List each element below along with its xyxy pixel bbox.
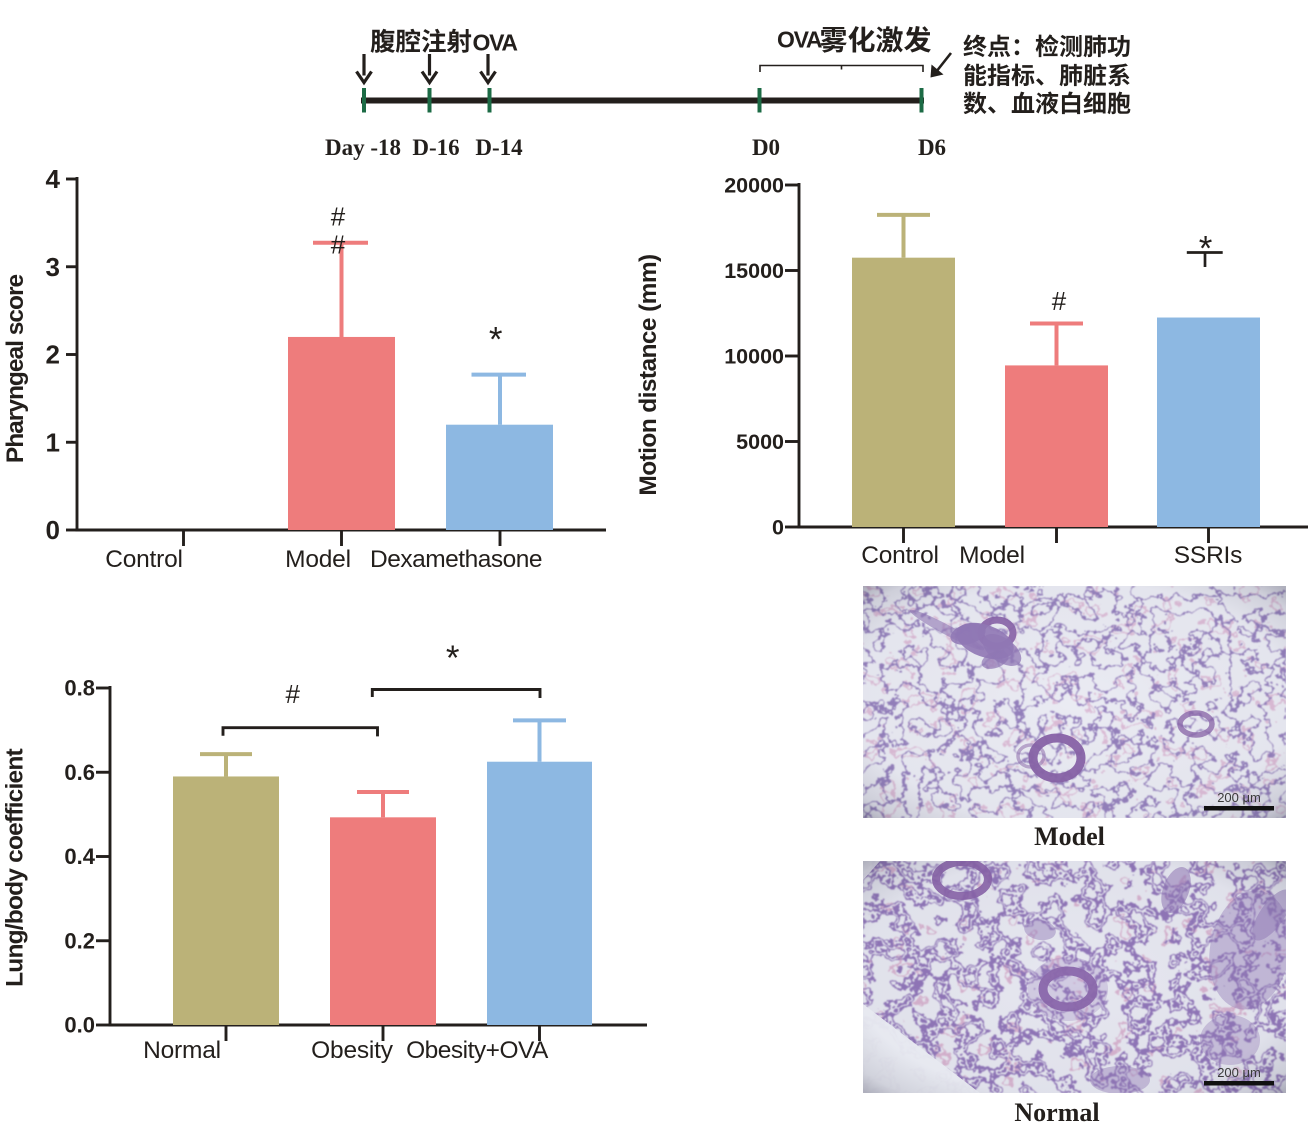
svg-text:SSRIs: SSRIs	[1174, 542, 1242, 569]
svg-text:Pharyngeal score: Pharyngeal score	[2, 275, 29, 464]
svg-text:D0: D0	[752, 135, 780, 160]
svg-text:OVA: OVA	[777, 27, 822, 53]
svg-text:Control: Control	[861, 542, 939, 569]
svg-text:200 μm: 200 μm	[1217, 790, 1261, 805]
svg-text:Control: Control	[105, 546, 183, 573]
svg-text:*: *	[1199, 230, 1213, 269]
svg-text:2: 2	[46, 340, 60, 370]
svg-text:0.0: 0.0	[64, 1013, 95, 1038]
svg-text:10000: 10000	[724, 345, 784, 369]
svg-text:4: 4	[46, 164, 61, 194]
svg-text:*: *	[489, 321, 503, 360]
svg-text:*: *	[446, 639, 460, 678]
svg-text:Lung/body coefficient: Lung/body coefficient	[2, 749, 29, 987]
svg-text:0.4: 0.4	[64, 844, 95, 869]
svg-text:D6: D6	[918, 135, 946, 160]
svg-text:D-14: D-14	[475, 135, 523, 160]
svg-text:OVA: OVA	[473, 30, 518, 56]
svg-text:20000: 20000	[724, 174, 784, 198]
svg-text:Obesity+OVA: Obesity+OVA	[406, 1037, 549, 1064]
svg-text:3: 3	[46, 252, 60, 282]
svg-text:200 μm: 200 μm	[1217, 1065, 1261, 1080]
svg-text:0.2: 0.2	[64, 928, 95, 953]
svg-text:Dexamethasone: Dexamethasone	[370, 546, 542, 573]
svg-text:15000: 15000	[724, 259, 784, 283]
svg-text:0: 0	[46, 515, 60, 545]
svg-text:Normal: Normal	[1014, 1098, 1099, 1123]
svg-text:0: 0	[772, 516, 784, 540]
svg-text:0.8: 0.8	[64, 676, 95, 701]
svg-text:Model: Model	[959, 542, 1025, 569]
svg-text:#: #	[1052, 286, 1067, 316]
svg-text:1: 1	[46, 427, 60, 457]
svg-text:#: #	[331, 202, 346, 232]
svg-text:Day -18: Day -18	[325, 135, 401, 160]
svg-text:Model: Model	[1034, 822, 1105, 851]
svg-text:5000: 5000	[736, 430, 784, 454]
svg-text:Motion distance (mm): Motion distance (mm)	[635, 254, 662, 495]
svg-text:0.6: 0.6	[64, 760, 95, 785]
svg-text:Normal: Normal	[143, 1037, 221, 1064]
svg-text:D-16: D-16	[412, 135, 459, 160]
svg-text:#: #	[285, 679, 300, 709]
svg-text:#: #	[331, 230, 346, 260]
svg-text:Model: Model	[285, 546, 351, 573]
svg-text:Obesity: Obesity	[311, 1037, 394, 1064]
